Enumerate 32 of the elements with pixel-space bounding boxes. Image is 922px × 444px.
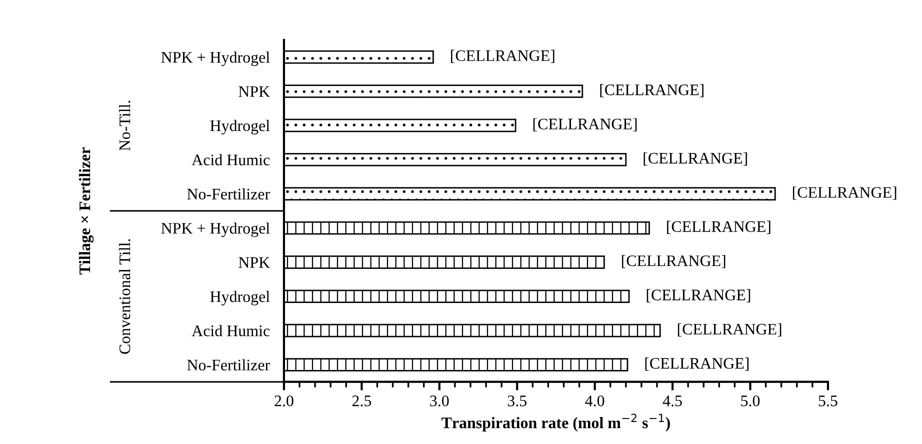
- y-tick-label: NPK: [238, 257, 270, 268]
- y-tick-label: No-Fertilizer: [187, 188, 270, 200]
- data-label: [CELLRANGE]: [678, 323, 782, 337]
- text: No-Till.: [118, 100, 130, 151]
- y-tick-label: NPK + Hydrogel: [161, 52, 270, 66]
- data-label: [CELLRANGE]: [667, 220, 770, 234]
- y-tick-label: Acid Humic: [192, 154, 270, 166]
- x-tick-label: 3.5: [508, 396, 526, 406]
- x-axis-title: Transpiration rate (mol m$^{−2}$ s$^{−1}$): [442, 414, 670, 432]
- data-label: [CELLRANGE]: [645, 358, 749, 371]
- x-tick-label: 4.5: [662, 396, 682, 406]
- data-label: [CELLRANGE]: [646, 289, 750, 302]
- y-tick-label: NPK + Hydrogel: [161, 222, 270, 237]
- x-tick-label: 4.0: [585, 395, 604, 406]
- y-tick-label: Hydrogel: [210, 290, 270, 306]
- y-tick-label: NPK: [238, 86, 270, 97]
- y-axis-title: Tillage × Fertilizer: [78, 147, 94, 274]
- data-label: [CELLRANGE]: [600, 84, 704, 98]
- y-tick-label: No-Fertilizer: [187, 359, 270, 370]
- data-label: [CELLRANGE]: [644, 152, 747, 166]
- y-tick-label: Acid Humic: [192, 325, 270, 336]
- data-label: [CELLRANGE]: [622, 254, 726, 268]
- text: Conventional Till.: [118, 239, 130, 354]
- x-tick-label: 5.0: [741, 395, 760, 406]
- data-label: [CELLRANGE]: [792, 186, 896, 200]
- y-tick-label: Hydrogel: [210, 120, 270, 134]
- x-tick-label: 3.0: [430, 395, 449, 406]
- x-tick-label: 5.5: [818, 396, 838, 406]
- data-label: [CELLRANGE]: [533, 118, 637, 132]
- x-tick-label: 2.5: [352, 396, 372, 406]
- data-label: [CELLRANGE]: [451, 50, 554, 64]
- x-tick-label: 2.0: [274, 395, 294, 406]
